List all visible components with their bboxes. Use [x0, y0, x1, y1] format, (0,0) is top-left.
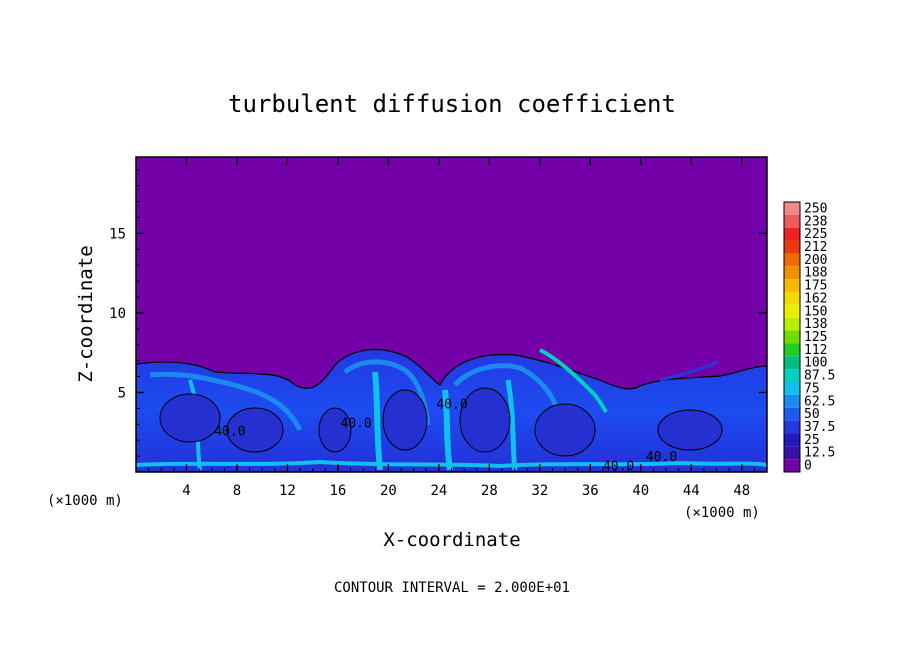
surface-band	[136, 459, 767, 469]
x-tick-label: 44	[683, 483, 700, 499]
colorbar-swatch	[784, 330, 800, 344]
colorbar-label: 212	[804, 240, 827, 255]
contour-label: 40.0	[436, 397, 467, 412]
colorbar-label: 162	[804, 291, 827, 306]
x-axis: 4 8 12 16 20 24 28 32 36 40 44 48	[148, 157, 755, 499]
colorbar-swatch	[784, 266, 800, 280]
x-axis-label: X-coordinate	[383, 529, 520, 551]
colorbar-swatch	[784, 343, 800, 357]
colorbar-label: 100	[804, 356, 827, 371]
x-tick-label: 24	[430, 483, 447, 499]
colorbar-swatch	[784, 369, 800, 382]
x-tick-label: 8	[233, 483, 241, 499]
colorbar-label: 0	[804, 459, 812, 474]
y-units-label: (×1000 m)	[47, 493, 123, 509]
colorbar-label: 37.5	[804, 420, 835, 435]
colorbar-swatch	[784, 317, 800, 331]
x-tick-label: 20	[380, 483, 397, 499]
colorbar-label: 200	[804, 253, 827, 268]
colorbar-label: 125	[804, 330, 827, 345]
colorbar-swatch	[784, 214, 800, 228]
colorbar-label: 250	[804, 201, 827, 216]
colorbar-swatch	[784, 394, 800, 408]
x-tick-label: 32	[531, 483, 548, 499]
x-tick-label: 16	[329, 483, 346, 499]
y-axis: 5 10 15	[109, 169, 767, 457]
contour-label: 40.0	[214, 424, 245, 439]
shear-band-center	[343, 359, 431, 426]
colorbar-label: 75	[804, 381, 820, 396]
colorbar-swatch	[784, 433, 800, 447]
colorbar-label: 112	[804, 343, 827, 358]
x-units-label: (×1000 m)	[684, 505, 760, 521]
turbulent-layer-fill	[136, 349, 767, 472]
eddy-5	[534, 403, 596, 457]
eddy-2	[226, 407, 284, 453]
contour-label: 40.0	[340, 416, 371, 431]
plot-area: 40.0 40.0 40.0 40.0 40.0	[136, 157, 767, 474]
colorbar-swatch	[784, 356, 800, 370]
colorbar-swatch	[784, 446, 800, 460]
y-tick-label: 5	[118, 385, 126, 401]
colorbar-swatch	[784, 227, 800, 241]
eddy-1	[159, 393, 221, 443]
colorbar: 2502382252122001881751621501381251121008…	[783, 201, 835, 474]
colorbar-label: 62.5	[804, 394, 835, 409]
x-tick-label: 48	[733, 483, 750, 499]
colorbar-label: 138	[804, 317, 827, 332]
colorbar-frame	[783, 201, 801, 473]
colorbar-swatch	[784, 382, 800, 395]
colorbar-label: 50	[804, 407, 820, 422]
turbulent-layer	[136, 348, 767, 472]
shear-band-right	[453, 363, 563, 421]
colorbar-swatch	[784, 253, 800, 267]
colorbar-label: 238	[804, 214, 827, 229]
colorbar-swatch	[784, 420, 800, 434]
colorbar-swatch	[784, 240, 800, 254]
eddy-7	[318, 407, 352, 453]
x-tick-label: 36	[582, 483, 599, 499]
shear-band-left	[149, 371, 303, 432]
colorbar-swatch	[784, 202, 800, 215]
eddy-4	[459, 387, 511, 453]
colorbar-label: 188	[804, 266, 827, 281]
upper-right-streak	[659, 360, 719, 382]
eddy-3	[382, 389, 428, 451]
colorbar-swatch	[784, 279, 800, 292]
colorbar-swatch	[784, 292, 800, 305]
x-tick-label: 40	[632, 483, 649, 499]
colorbar-swatch	[784, 304, 800, 318]
colorbar-swatch	[784, 407, 800, 421]
contour-interval-note: CONTOUR INTERVAL = 2.000E+01	[334, 580, 570, 596]
x-tick-label: 28	[481, 483, 498, 499]
contour-labels: 40.0 40.0 40.0 40.0 40.0	[214, 397, 677, 474]
colorbar-label: 87.5	[804, 369, 835, 384]
colorbar-label: 12.5	[804, 446, 835, 461]
updraft-column-1	[372, 371, 383, 471]
eddy-6	[657, 409, 723, 451]
x-tick-label: 4	[182, 483, 190, 499]
y-axis-label: Z-coordinate	[75, 245, 97, 382]
y-tick-label: 15	[109, 226, 126, 242]
colorbar-label: 25	[804, 433, 820, 448]
x-tick-label: 12	[279, 483, 296, 499]
colorbar-swatch	[784, 459, 800, 472]
contour-label: 40.0	[603, 459, 634, 474]
colorbar-label: 150	[804, 304, 827, 319]
contour-label: 40.0	[646, 450, 677, 465]
y-tick-label: 10	[109, 306, 126, 322]
colorbar-label: 175	[804, 279, 827, 294]
colorbar-label: 225	[804, 227, 827, 242]
high-diffusion-streak	[539, 348, 608, 413]
chart-title: turbulent diffusion coefficient	[228, 90, 676, 118]
